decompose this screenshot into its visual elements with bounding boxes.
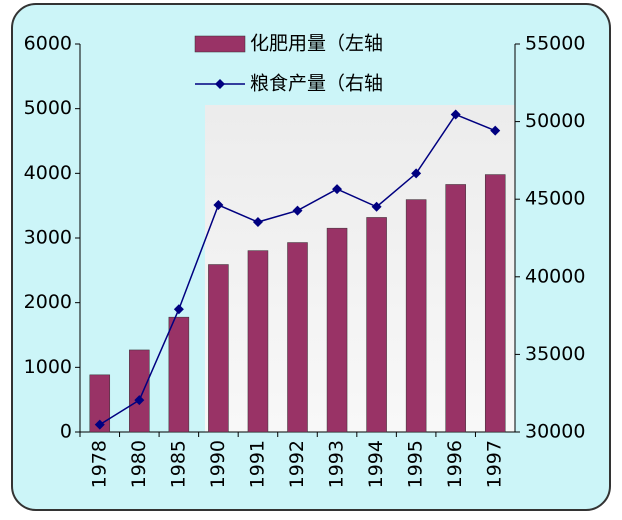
y-tick-label: 6000	[24, 33, 72, 55]
marker	[134, 395, 145, 406]
marker	[450, 109, 461, 120]
marker	[173, 304, 184, 315]
marker	[490, 125, 501, 136]
x-tick-label: 1990	[207, 440, 229, 488]
marker	[411, 168, 422, 179]
x-tick-label: 1995	[405, 440, 427, 488]
bar	[405, 199, 427, 433]
bar	[366, 217, 387, 433]
legend-marker	[215, 79, 225, 89]
x-tick-label: 1997	[484, 440, 506, 488]
y2-tick-label: 40000	[525, 265, 585, 287]
marker	[252, 217, 263, 228]
y-tick-label: 1000	[24, 356, 72, 378]
y-tick-label: 2000	[24, 291, 72, 313]
x-tick-label: 1992	[286, 440, 308, 488]
marker	[94, 419, 105, 430]
bar	[208, 264, 229, 433]
y-tick-label: 3000	[24, 227, 72, 249]
y2-tick-label: 45000	[525, 188, 585, 210]
y2-tick-label: 55000	[525, 33, 585, 55]
x-tick-label: 1978	[88, 440, 110, 488]
y2-tick-label: 35000	[525, 343, 585, 365]
x-tick-label: 1994	[365, 440, 387, 488]
legend-label: 粮食产量（右轴	[250, 73, 383, 95]
bar	[168, 316, 190, 433]
legend-swatch	[194, 35, 246, 53]
marker	[292, 205, 303, 216]
legend-label: 化肥用量（左轴	[250, 33, 383, 55]
bar	[129, 349, 150, 433]
y2-tick-label: 30000	[525, 421, 585, 443]
marker	[213, 200, 224, 211]
marker	[371, 201, 382, 212]
bar	[484, 174, 506, 433]
bar	[89, 374, 111, 433]
y-tick-label: 0	[60, 421, 72, 443]
x-tick-label: 1993	[326, 440, 348, 488]
marker	[332, 184, 343, 195]
x-tick-label: 1991	[246, 440, 268, 488]
y2-tick-label: 50000	[525, 110, 585, 132]
x-tick-label: 1985	[167, 440, 189, 488]
y-tick-label: 5000	[24, 97, 72, 119]
bar	[287, 242, 308, 433]
bar	[326, 227, 348, 433]
x-tick-label: 1996	[444, 440, 466, 488]
y-tick-label: 4000	[24, 162, 72, 184]
bar	[445, 184, 466, 433]
bar	[247, 250, 269, 433]
x-tick-label: 1980	[128, 440, 150, 488]
